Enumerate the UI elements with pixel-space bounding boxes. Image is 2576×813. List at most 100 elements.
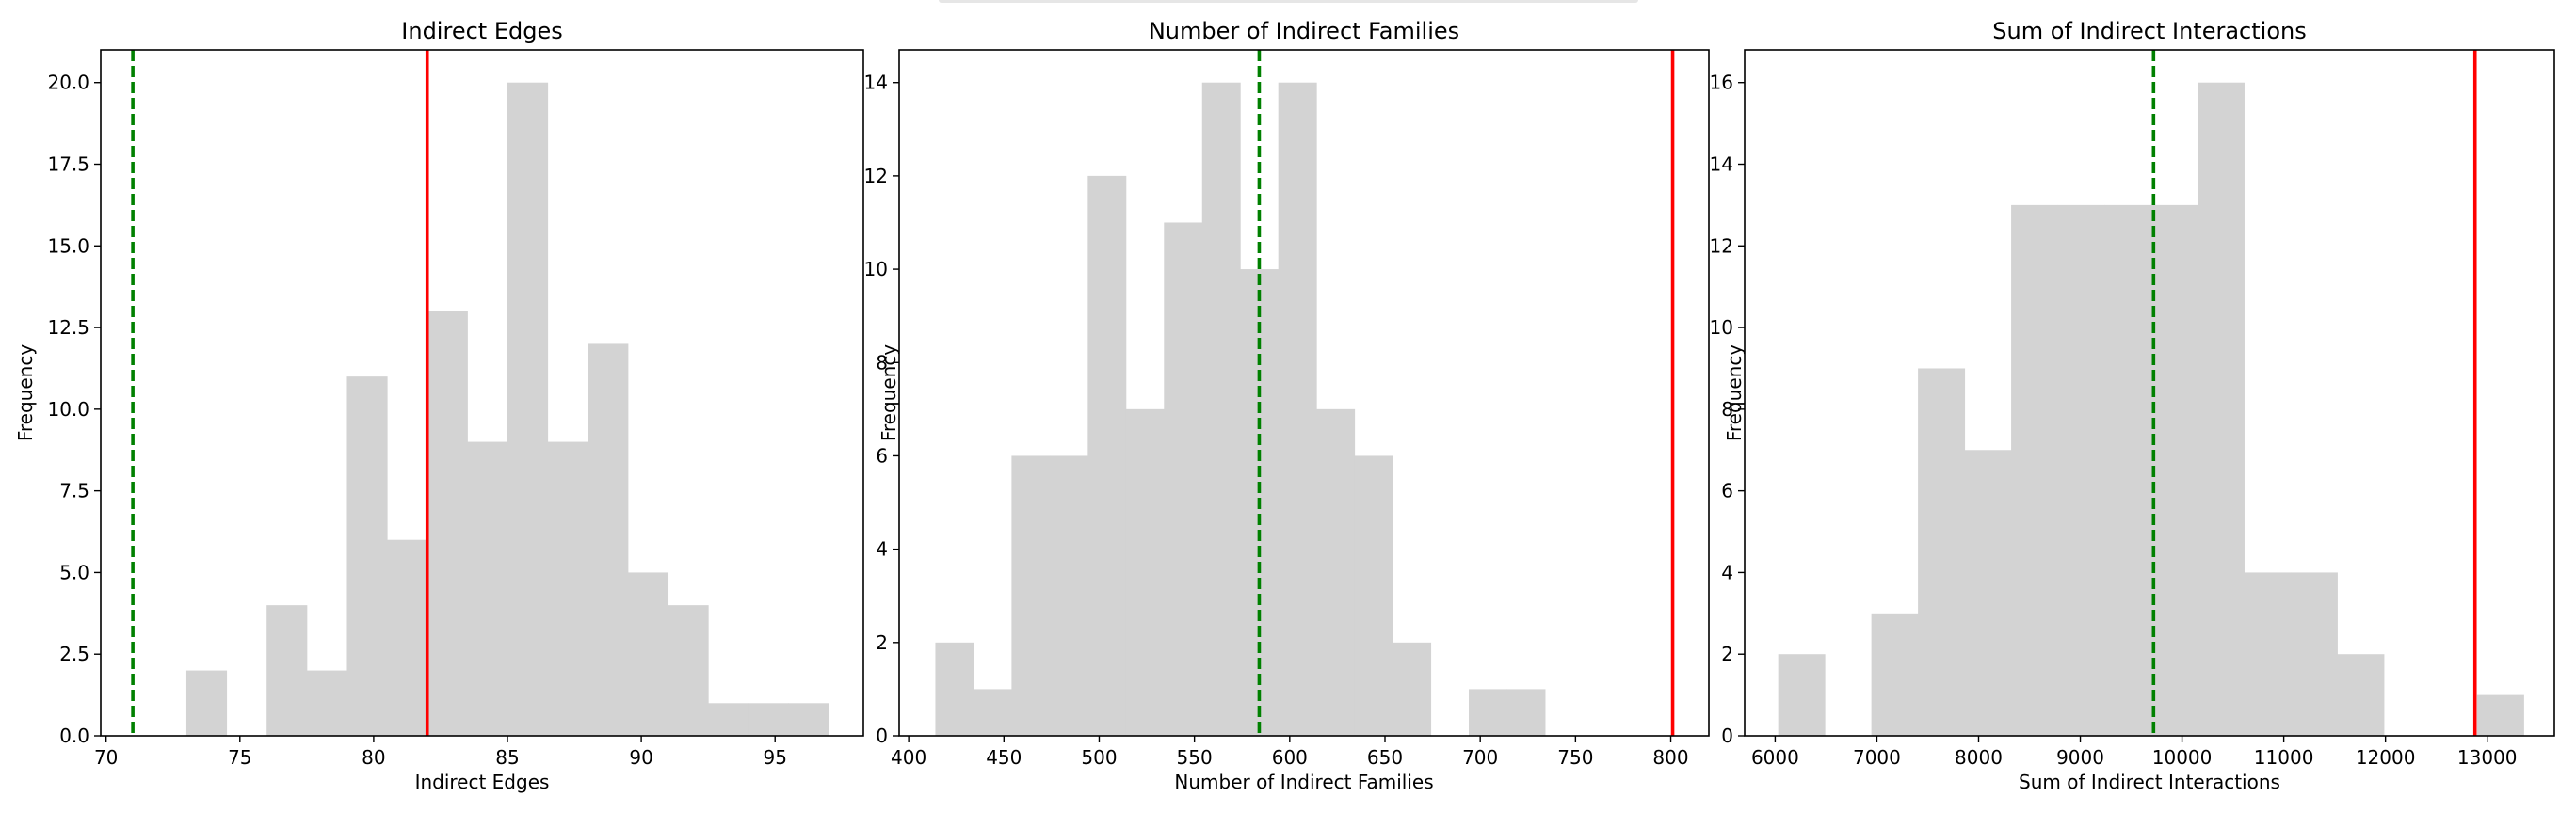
y-tick-label: 20.0 [47, 72, 89, 94]
x-tick-label: 750 [1557, 746, 1593, 769]
y-tick-label: 0 [876, 725, 888, 747]
histogram-bar [467, 441, 508, 736]
chart-title: Number of Indirect Families [1149, 18, 1459, 44]
histogram-bar [387, 539, 428, 736]
histogram-bar [1393, 642, 1432, 736]
y-tick-label: 4 [876, 538, 888, 561]
histogram-bar [708, 703, 749, 736]
x-tick-label: 550 [1177, 746, 1213, 769]
y-axis-label: Frequency [877, 344, 900, 441]
histogram-bar [973, 689, 1012, 736]
x-tick-label: 600 [1272, 746, 1308, 769]
histogram-bar [2057, 204, 2105, 736]
x-tick-label: 9000 [2056, 746, 2104, 769]
chart-title: Indirect Edges [401, 18, 562, 44]
chart-panel-2: 400 450 500 550 600 650 700 750 800 0 2 4 6 8 10 12 14 Nu… [864, 18, 1710, 793]
x-axis-label: Number of Indirect Families [1174, 771, 1433, 793]
histogram-bar [1125, 408, 1165, 736]
histogram-bar [2011, 204, 2059, 736]
y-tick-label: 6 [876, 444, 888, 467]
histogram-bar [2337, 654, 2385, 736]
histogram-bar [1469, 689, 1508, 736]
histogram-bars [1778, 82, 2524, 736]
y-tick-label: 2 [1721, 643, 1733, 665]
chart-panel-3: 6000 7000 8000 9000 10000 11000 12000 13000 0 2 4 6… [1710, 18, 2555, 793]
x-tick-label: 11000 [2254, 746, 2314, 769]
x-tick-label: 450 [986, 746, 1022, 769]
y-tick-label: 0 [1721, 725, 1733, 747]
histogram-bar [2290, 572, 2338, 736]
x-tick-label: 8000 [1955, 746, 2003, 769]
histogram-bar [748, 703, 789, 736]
x-tick-label: 650 [1367, 746, 1403, 769]
x-tick-label: 700 [1462, 746, 1498, 769]
y-tick-label: 2.5 [59, 643, 89, 665]
y-tick-label: 8 [1721, 398, 1733, 421]
histogram-bar [1918, 368, 1966, 736]
x-tick-label: 90 [629, 746, 652, 769]
chart-title: Sum of Indirect Interactions [1992, 18, 2306, 44]
chart-panel-1: 70 75 80 85 90 95 0.0 2.5 5.0 7.5 10.0 12.5 15.0 17.5… [14, 18, 864, 793]
y-axis-label: Frequency [14, 344, 37, 441]
histogram-bar [668, 605, 709, 736]
histogram-bar [266, 605, 308, 736]
axes-frame [100, 49, 864, 737]
histogram-bar [1201, 82, 1241, 736]
x-tick-label: 400 [891, 746, 926, 769]
histogram-bar [306, 670, 347, 736]
histogram-bar [547, 441, 588, 736]
y-tick-label: 7.5 [59, 480, 89, 502]
y-tick-label: 14 [1710, 153, 1733, 176]
y-tick-label: 10.0 [47, 398, 89, 421]
histogram-bar [1778, 654, 1826, 736]
x-tick-label: 13000 [2457, 746, 2518, 769]
y-tick-label: 16 [1710, 72, 1733, 94]
x-tick-label: 70 [94, 746, 118, 769]
x-tick-label: 800 [1652, 746, 1688, 769]
histogram-bar [507, 82, 549, 736]
x-tick-label: 10000 [2152, 746, 2213, 769]
histogram-bar [1354, 455, 1393, 736]
histogram-bar [2197, 82, 2245, 736]
histogram-bar [2476, 694, 2524, 736]
y-tick-label: 5.0 [59, 561, 89, 583]
top-scroll-strip [939, 0, 1638, 3]
y-tick-label: 12 [1710, 234, 1733, 257]
x-tick-label: 500 [1081, 746, 1117, 769]
x-tick-label: 85 [495, 746, 519, 769]
histogram-bar [185, 670, 228, 736]
histogram-bar [2244, 572, 2292, 736]
histogram-bar [346, 376, 388, 736]
histogram-bar [1011, 455, 1051, 736]
histogram-bar [627, 572, 669, 736]
x-tick-label: 75 [228, 746, 251, 769]
histogram-bar [427, 311, 468, 736]
x-tick-label: 7000 [1853, 746, 1901, 769]
histogram-bar [1278, 82, 1317, 736]
x-axis-label: Sum of Indirect Interactions [2019, 771, 2280, 793]
y-tick-label: 12 [864, 165, 888, 187]
histogram-bar [1506, 689, 1546, 736]
y-tick-label: 14 [864, 72, 888, 94]
y-tick-label: 12.5 [47, 316, 89, 339]
y-axis-label: Frequency [1723, 344, 1746, 441]
y-tick-label: 4 [1721, 561, 1733, 583]
histogram-bar [1087, 175, 1127, 736]
y-tick-label: 15.0 [47, 234, 89, 257]
histogram-bar [588, 343, 629, 736]
x-axis-label: Indirect Edges [415, 771, 550, 793]
histogram-bars [185, 82, 829, 736]
x-tick-label: 95 [763, 746, 786, 769]
x-tick-label: 80 [362, 746, 385, 769]
histogram-bars [935, 82, 1546, 736]
histogram-bar [2104, 204, 2152, 736]
x-tick-label: 12000 [2356, 746, 2416, 769]
histogram-bar [1049, 455, 1088, 736]
histogram-bar [1871, 613, 1919, 736]
y-tick-label: 6 [1721, 480, 1733, 502]
histogram-bar [1164, 222, 1203, 736]
y-tick-label: 10 [1710, 316, 1733, 339]
histogram-bar [2150, 204, 2198, 736]
y-tick-label: 17.5 [47, 153, 89, 176]
